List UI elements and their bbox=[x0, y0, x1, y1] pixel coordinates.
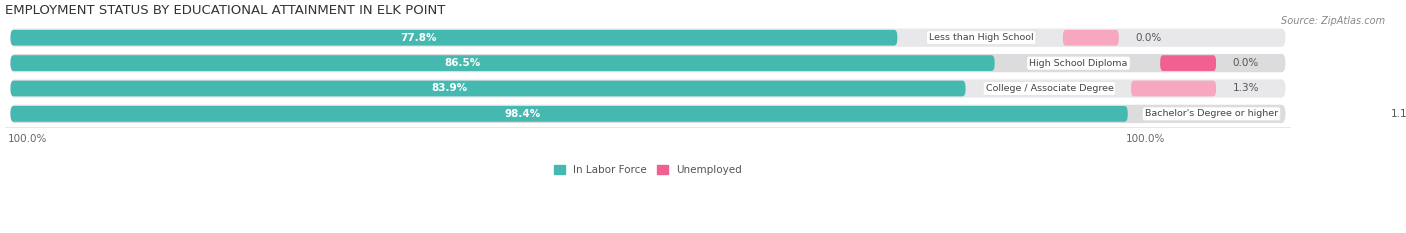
FancyBboxPatch shape bbox=[1063, 30, 1119, 46]
FancyBboxPatch shape bbox=[1130, 81, 1216, 96]
FancyBboxPatch shape bbox=[10, 29, 1285, 47]
Text: 1.3%: 1.3% bbox=[1233, 83, 1260, 93]
Text: Source: ZipAtlas.com: Source: ZipAtlas.com bbox=[1281, 16, 1385, 26]
FancyBboxPatch shape bbox=[10, 81, 966, 96]
FancyBboxPatch shape bbox=[10, 54, 1285, 72]
Text: 0.0%: 0.0% bbox=[1136, 33, 1161, 43]
Text: Less than High School: Less than High School bbox=[929, 33, 1033, 42]
Text: 77.8%: 77.8% bbox=[401, 33, 437, 43]
Text: 86.5%: 86.5% bbox=[444, 58, 481, 68]
Text: Bachelor's Degree or higher: Bachelor's Degree or higher bbox=[1144, 109, 1278, 118]
FancyBboxPatch shape bbox=[10, 55, 994, 71]
Text: College / Associate Degree: College / Associate Degree bbox=[986, 84, 1114, 93]
FancyBboxPatch shape bbox=[10, 79, 1285, 98]
FancyBboxPatch shape bbox=[1294, 106, 1374, 122]
Text: 0.0%: 0.0% bbox=[1233, 58, 1260, 68]
Text: EMPLOYMENT STATUS BY EDUCATIONAL ATTAINMENT IN ELK POINT: EMPLOYMENT STATUS BY EDUCATIONAL ATTAINM… bbox=[4, 4, 446, 17]
FancyBboxPatch shape bbox=[10, 106, 1128, 122]
FancyBboxPatch shape bbox=[10, 105, 1285, 123]
Text: 98.4%: 98.4% bbox=[505, 109, 540, 119]
Text: 83.9%: 83.9% bbox=[432, 83, 468, 93]
Text: High School Diploma: High School Diploma bbox=[1029, 59, 1128, 68]
FancyBboxPatch shape bbox=[10, 30, 897, 46]
FancyBboxPatch shape bbox=[1160, 55, 1216, 71]
Legend: In Labor Force, Unemployed: In Labor Force, Unemployed bbox=[550, 161, 745, 179]
Text: 1.1%: 1.1% bbox=[1391, 109, 1406, 119]
